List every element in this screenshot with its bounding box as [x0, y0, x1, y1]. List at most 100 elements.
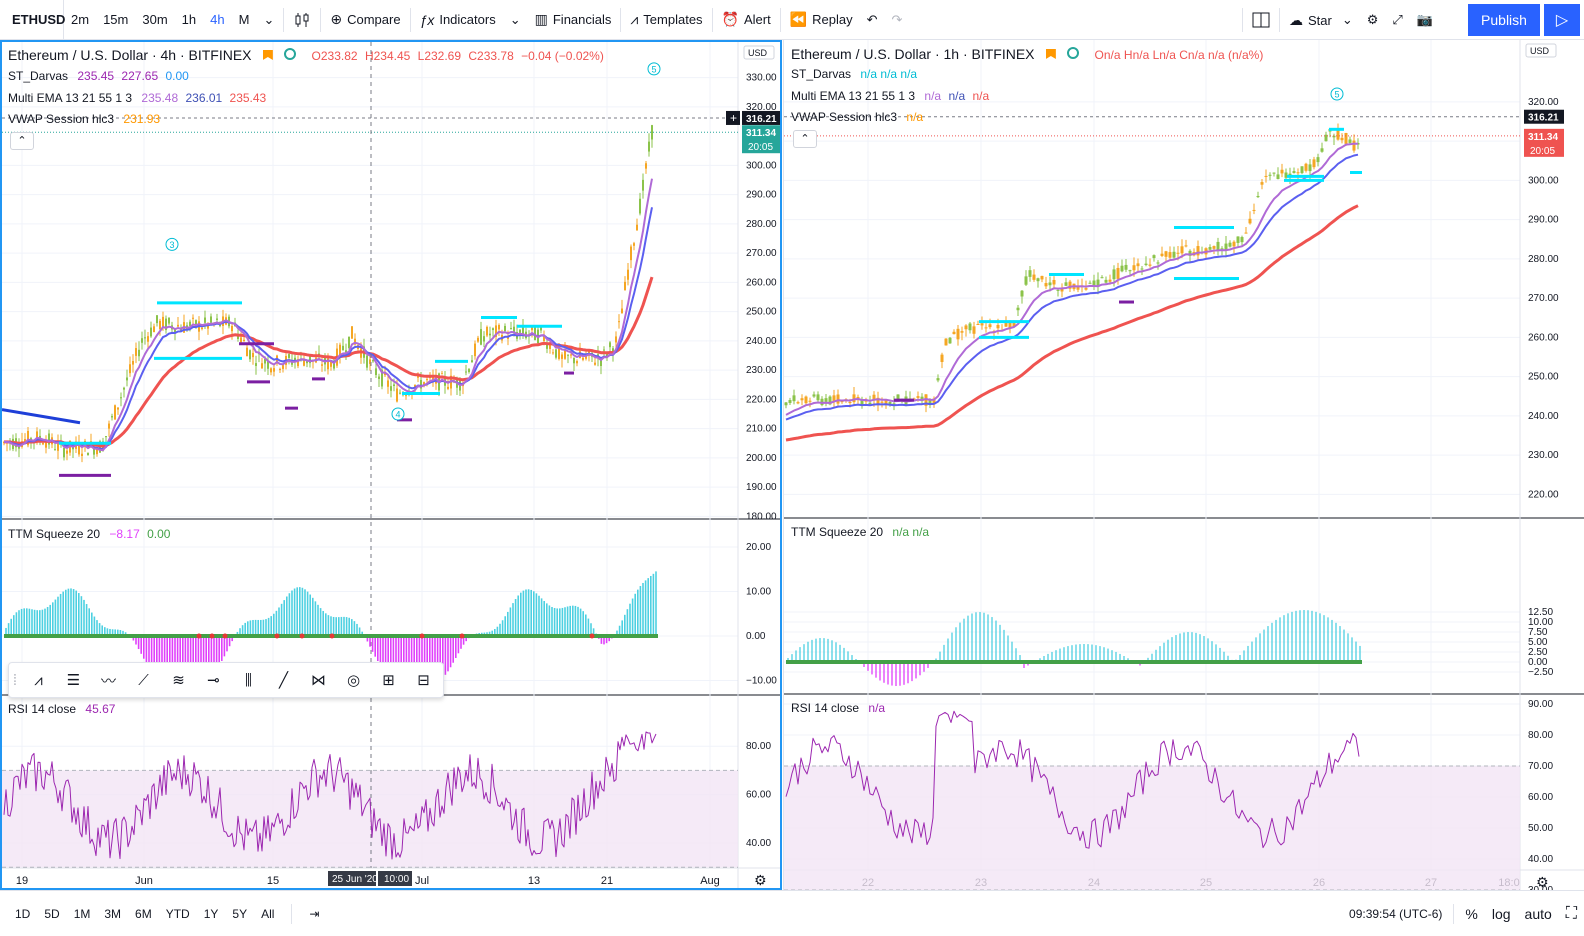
vwap-label: VWAP Session hlc3: [8, 112, 115, 126]
horizontal-ray-icon[interactable]: ⊸: [207, 672, 220, 689]
abcd-pattern-icon[interactable]: ⩘: [34, 671, 43, 689]
templates-label: Templates: [643, 12, 703, 27]
candle-body: [369, 359, 371, 364]
go-to-date-icon[interactable]: ⇥: [309, 906, 320, 921]
fullscreen-icon[interactable]: ⛶: [1565, 904, 1577, 922]
elliott-wave-icon[interactable]: 〰: [100, 672, 116, 690]
candle-body: [872, 394, 876, 400]
range-6m[interactable]: 6M: [135, 906, 152, 921]
range-ytd[interactable]: YTD: [165, 906, 190, 921]
vwap-legend[interactable]: VWAP Session hlc3 231.93: [8, 112, 160, 126]
candle-body: [120, 397, 122, 399]
undo-icon[interactable]: ↶: [866, 11, 878, 27]
candle-body: [42, 442, 44, 445]
range-1d[interactable]: 1D: [15, 906, 31, 921]
close-price-badge: [742, 125, 780, 154]
left-chart-canvas[interactable]: 330.00320.00300.00290.00280.00270.00260.…: [2, 42, 780, 888]
interval-2m[interactable]: 2m: [71, 12, 90, 27]
candle-body: [1240, 237, 1244, 243]
symbol-search[interactable]: ETHUSD: [0, 0, 65, 40]
collapse-legend-button[interactable]: ⌃: [10, 132, 34, 150]
alert-button[interactable]: ⏰ Alert: [715, 0, 778, 40]
financials-label: Financials: [552, 12, 612, 27]
price-tick-label: 300.00: [746, 160, 777, 171]
candle-body: [561, 354, 563, 359]
countdown-label: 20:05: [1530, 146, 1555, 157]
pattern-icon[interactable]: ⋈: [311, 672, 326, 689]
darvas-legend[interactable]: ST_Darvas 235.45 227.65 0.00: [8, 69, 189, 83]
candle-body: [1208, 247, 1212, 250]
rsi-value: 45.67: [85, 702, 116, 716]
ema-legend[interactable]: Multi EMA 13 21 55 1 3 235.48 236.01 235…: [8, 91, 266, 105]
interval-30m[interactable]: 30m: [142, 12, 168, 27]
candle-body: [1056, 289, 1060, 291]
drawing-toolbar[interactable]: ⁞ ⩘ ☰ 〰 ⟋ ≋ ⊸ ⫼ ╱ ⋈ ◎ ⊞ ⊟: [8, 662, 444, 698]
interval-M[interactable]: M: [238, 12, 250, 27]
vertical-lines-icon[interactable]: ⫼: [245, 671, 252, 689]
range-3m[interactable]: 3M: [104, 906, 122, 921]
ema-legend[interactable]: Multi EMA 13 21 55 1 3 n/a n/a n/a: [791, 89, 989, 103]
drag-handle-icon[interactable]: ⁞: [12, 671, 18, 689]
play-circle-icon[interactable]: ▷: [1544, 4, 1580, 36]
spiral-icon[interactable]: ◎: [346, 672, 361, 689]
right-chart-panel[interactable]: 320.00310.00300.00290.00280.00270.00260.…: [783, 40, 1584, 890]
rsi-legend[interactable]: RSI 14 close n/a: [791, 701, 885, 715]
range-1m[interactable]: 1M: [73, 906, 91, 921]
layout-split-icon[interactable]: [1245, 0, 1277, 40]
candle-body: [270, 368, 272, 373]
price-tick-label: 290.00: [1528, 215, 1559, 226]
candle-body: [132, 361, 134, 365]
candle-body: [570, 354, 572, 356]
candle-body: [920, 396, 924, 402]
ttm-legend[interactable]: TTM Squeeze 20 −8.17 0.00: [8, 527, 170, 541]
redo-icon[interactable]: ↷: [891, 11, 903, 27]
camera-icon[interactable]: 📷: [1416, 12, 1433, 27]
interval-1h[interactable]: 1h: [181, 12, 197, 27]
candle-body: [441, 373, 443, 375]
right-chart-canvas[interactable]: 320.00310.00300.00290.00280.00270.00260.…: [784, 40, 1584, 890]
range-all[interactable]: All: [261, 906, 275, 921]
chevron-down-icon[interactable]: ⌄: [263, 11, 275, 27]
flag-icon[interactable]: [262, 50, 273, 60]
replay-button[interactable]: ⏪ Replay: [783, 0, 860, 40]
range-5d[interactable]: 5D: [44, 906, 60, 921]
range-1y[interactable]: 1Y: [203, 906, 219, 921]
flag-icon[interactable]: [1045, 49, 1056, 59]
chart-type-candles-icon[interactable]: [286, 0, 318, 40]
clock[interactable]: 09:39:54 (UTC-6): [1349, 906, 1443, 921]
gear-icon[interactable]: ⚙: [1366, 12, 1379, 27]
position-short-icon[interactable]: ⊟: [417, 672, 430, 689]
trend-angle-icon[interactable]: ⟋: [138, 671, 149, 689]
candle-body: [399, 392, 401, 394]
wave-label: 3: [169, 240, 174, 250]
rsi-legend[interactable]: RSI 14 close 45.67: [8, 702, 115, 716]
collapse-legend-button[interactable]: ⌃: [793, 130, 817, 148]
candle-body: [573, 358, 575, 364]
indicators-button[interactable]: ƒx Indicators ⌄: [413, 0, 528, 40]
ttm-legend[interactable]: TTM Squeeze 20 n/a n/a: [791, 525, 929, 539]
candle-body: [852, 394, 856, 403]
price-tick-label: 10.00: [1528, 617, 1553, 628]
log-toggle[interactable]: log: [1491, 905, 1511, 922]
financials-button[interactable]: ▥ Financials: [528, 0, 619, 40]
percent-toggle[interactable]: %: [1465, 905, 1478, 922]
trend-line-icon[interactable]: ╱: [278, 672, 289, 689]
compare-button[interactable]: ⊕ Compare: [323, 0, 407, 40]
vwap-legend[interactable]: VWAP Session hlc3 n/a: [791, 110, 923, 124]
crosshair-date-badge: [328, 871, 376, 886]
fib-retracement-icon[interactable]: ☰: [66, 672, 81, 689]
darvas-legend[interactable]: ST_Darvas n/a n/a n/a: [791, 67, 917, 81]
interval-15m[interactable]: 15m: [103, 12, 129, 27]
candle-body: [255, 363, 257, 366]
last-price-label: 316.21: [1528, 113, 1559, 124]
publish-button[interactable]: Publish: [1468, 4, 1540, 36]
range-5y[interactable]: 5Y: [232, 906, 248, 921]
auto-toggle[interactable]: auto: [1524, 905, 1552, 922]
templates-button[interactable]: ⩘ Templates: [623, 0, 709, 40]
left-chart-panel[interactable]: 330.00 320.00 300.00 290.00 280.00 270.00 260.…: [0, 40, 782, 890]
layout-name-button[interactable]: ☁ Star ⌄: [1282, 0, 1360, 40]
interval-4h[interactable]: 4h: [210, 12, 225, 27]
fullscreen-icon[interactable]: ⤢: [1392, 12, 1403, 27]
position-long-icon[interactable]: ⊞: [382, 672, 395, 689]
fib-fan-icon[interactable]: ≋: [172, 672, 185, 689]
